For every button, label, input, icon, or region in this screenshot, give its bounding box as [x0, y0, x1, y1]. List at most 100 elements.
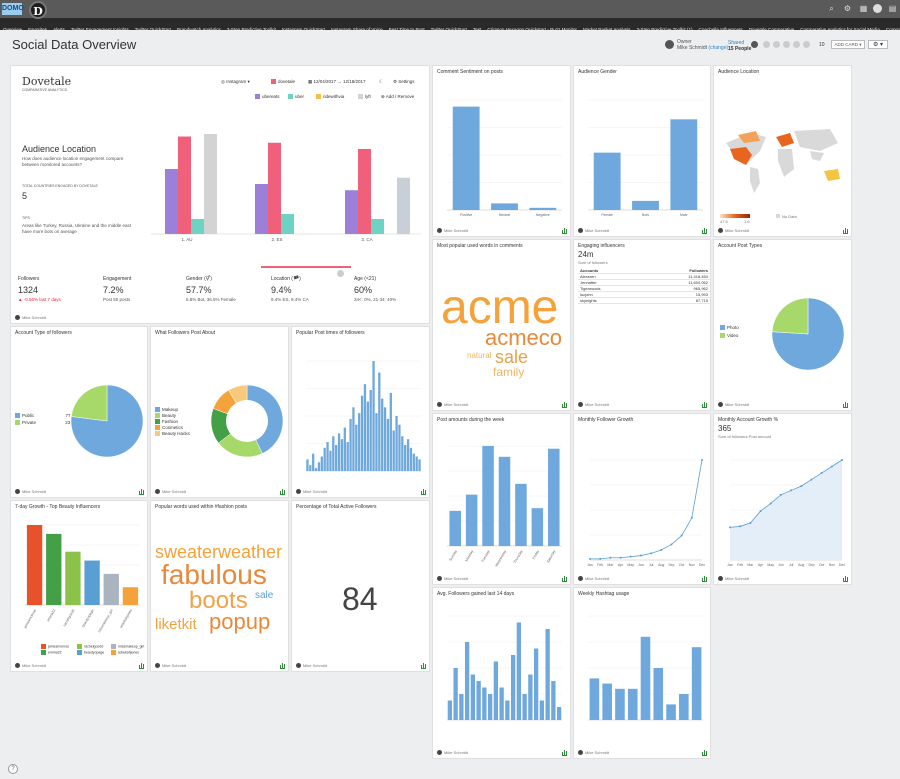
- card-sentiment[interactable]: Comment Sentiment on posts Positive Neutr…: [432, 65, 571, 237]
- checkbox-icon: [271, 79, 276, 85]
- card-post-types[interactable]: Account Post Types Photo Video Mike Schm…: [713, 239, 852, 411]
- bar: [378, 372, 381, 471]
- section-desc: How does audience location engagement co…: [22, 156, 124, 167]
- nav-tab[interactable]: Twitter Engagement Insights: [70, 27, 129, 30]
- card-monthly-growth[interactable]: Monthly Follower Growth Jan Feb Mar Apr May J…: [573, 413, 711, 585]
- chart-icon[interactable]: [421, 489, 426, 495]
- chart-icon[interactable]: [280, 663, 285, 669]
- nav-tab[interactable]: Alerts: [53, 27, 65, 30]
- nav-tab[interactable]: Best Time to Post: [388, 27, 425, 30]
- search-icon[interactable]: ⌕: [829, 4, 834, 13]
- compare-ubereats[interactable]: ubereats: [255, 94, 280, 100]
- stat-followers[interactable]: Followers 1324 ▲ -0.56% last 7 days: [18, 276, 61, 302]
- domo-logo[interactable]: DOMO: [2, 3, 24, 15]
- chart-icon[interactable]: [421, 663, 426, 669]
- table-row[interactable]: Tigerwoods 965,962: [578, 285, 710, 293]
- nav-tab[interactable]: Favorites: [28, 27, 48, 30]
- card-beauty[interactable]: 7-day Growth - Top Beauty Influencers ja…: [10, 500, 148, 672]
- share-avatar[interactable]: [783, 41, 790, 48]
- card-active[interactable]: Percentage of Total Active Followers 84 …: [291, 500, 430, 672]
- page-logo[interactable]: D: [29, 1, 47, 19]
- apps-icon[interactable]: ▦: [859, 4, 868, 13]
- table-row[interactable]: Alexsren 11,418,454: [578, 273, 710, 281]
- card-influencers[interactable]: Engaging influencers 24m Sum of follower…: [573, 239, 711, 411]
- nav-tab[interactable]: Overview: [3, 27, 23, 30]
- date-range[interactable]: ▦ 12/04/2017 → 12/18/2017: [308, 79, 366, 84]
- card-hashtag[interactable]: Weekly Hashtag usage Mike Schmidt: [573, 587, 711, 759]
- nav-tab[interactable]: Brandwatch Analytics: [177, 27, 221, 30]
- table-row[interactable]: Jennafter 11,600,062: [578, 279, 710, 287]
- card-post-amounts[interactable]: Post amounts during the week Sunday Monda…: [432, 413, 571, 585]
- nav-tab[interactable]: Instagram QuickStart: [281, 27, 326, 30]
- compare-lyft[interactable]: lyft: [358, 94, 371, 100]
- chart-icon[interactable]: [843, 402, 848, 408]
- share-avatar[interactable]: [793, 41, 800, 48]
- card-location[interactable]: Audience Location 47.6 1.6 No Data Mike …: [713, 65, 852, 237]
- tick-label: Feb: [737, 563, 743, 567]
- settings-button[interactable]: ⚙ Settings: [393, 79, 415, 84]
- nav-tab[interactable]: Crimson Hexagon Quickstart - Buzz Monito…: [487, 27, 577, 30]
- change-owner-link[interactable]: (change): [708, 45, 729, 51]
- share-avatar[interactable]: [763, 41, 770, 48]
- nav-tab[interactable]: Twitter QuickStart: [430, 27, 467, 30]
- chart-icon[interactable]: [562, 750, 567, 756]
- stat-gender[interactable]: Gender (⚥) 57.7% 5.8% Bot, 36.5% Female: [186, 276, 236, 302]
- stat-age[interactable]: Age (<21) 60% 34<: 0%, 21-34: 40%: [354, 276, 397, 302]
- chart-icon[interactable]: [702, 228, 707, 234]
- table-row[interactable]: skyeights 87,715: [578, 297, 710, 305]
- stat-location[interactable]: Location (🏴) 9.4% 9.4% ES, 9.4% CA: [271, 276, 309, 302]
- card-monthly-pct[interactable]: Monthly Account Growth % 365 Sum of foll…: [713, 413, 852, 585]
- chart-icon[interactable]: [562, 402, 567, 408]
- share-avatar[interactable]: [773, 41, 780, 48]
- chart-icon[interactable]: [843, 228, 848, 234]
- card-account-type[interactable]: Account Type of followers Public 77 Priv…: [10, 326, 148, 498]
- card-fashion-words[interactable]: Popular words used within #fashion posts…: [150, 500, 289, 672]
- chart-icon[interactable]: [843, 576, 848, 582]
- nav-tab[interactable]: Market Basket Analysis: [582, 27, 631, 30]
- nav-tab[interactable]: Twitter QuickStart: [134, 27, 172, 30]
- platform-select[interactable]: ◎ Instagram ▾: [221, 79, 250, 84]
- nav-tab[interactable]: Comparative Analytics for Social Media (…: [885, 27, 900, 30]
- nav-tab[interactable]: Coachella Influencers: [698, 27, 743, 30]
- card-avg-followers[interactable]: Avg. Followers gained last 14 days Mike …: [432, 587, 571, 759]
- page-settings-button[interactable]: ⚙ ▾: [868, 40, 888, 49]
- add-remove-button[interactable]: ⊕ Add / Remove: [381, 94, 415, 99]
- moon-icon[interactable]: ☾: [379, 79, 384, 85]
- account-chip[interactable]: dovetale: [271, 79, 295, 85]
- chart-icon[interactable]: [139, 489, 144, 495]
- nav-tab[interactable]: 3-Step Predictive Toolkit: [226, 27, 276, 30]
- legend-item: Public 77: [15, 413, 71, 419]
- nav-tab[interactable]: 3-Step Predictive Toolkit (1): [636, 27, 693, 30]
- toggle-icon[interactable]: [337, 270, 344, 277]
- nav-tab[interactable]: Instagram Share of Voice: [331, 27, 383, 30]
- shared-info[interactable]: Shared 15 People: [728, 40, 751, 52]
- stat-engagement[interactable]: Engagement 7.2% Post 50 posts: [103, 276, 132, 302]
- card-gender[interactable]: Audience Gender Female Bots Male Mike Schm…: [573, 65, 711, 237]
- gear-icon[interactable]: ⚙: [843, 4, 852, 13]
- chat-icon[interactable]: ▤: [888, 4, 897, 13]
- share-avatar[interactable]: [751, 41, 758, 48]
- share-count[interactable]: 10: [819, 42, 825, 48]
- card-words[interactable]: Most popular used words in comments acme…: [432, 239, 571, 411]
- chart-icon[interactable]: [702, 750, 707, 756]
- chart-icon[interactable]: [562, 576, 567, 582]
- chart-icon[interactable]: [702, 576, 707, 582]
- avatar[interactable]: [873, 4, 882, 13]
- help-button[interactable]: ?: [8, 764, 18, 774]
- nav-tab[interactable]: Comparative Analytics for Social Media: [800, 27, 880, 30]
- countries-value: 5: [22, 191, 28, 201]
- share-avatar[interactable]: [803, 41, 810, 48]
- nav-tab[interactable]: Dovetale Comparative: [748, 27, 795, 30]
- chart-icon[interactable]: [139, 663, 144, 669]
- add-card-button[interactable]: ADD CARD ▾: [831, 40, 865, 49]
- chart-icon[interactable]: [562, 228, 567, 234]
- card-owner: Mike Schmidt: [444, 402, 469, 407]
- compare-uber[interactable]: uber: [288, 94, 304, 100]
- chart-icon[interactable]: [280, 489, 285, 495]
- card-post-times[interactable]: Popular Post times of followers Mike Sch…: [291, 326, 430, 498]
- table-row[interactable]: lucjohn 15,993: [578, 291, 710, 299]
- nav-tab[interactable]: Test: [472, 27, 482, 30]
- chart-icon[interactable]: [702, 402, 707, 408]
- compare-ridewithvia[interactable]: ridewithvia: [316, 94, 344, 100]
- card-followers-about[interactable]: What Followers Post About Makeup Beauty …: [150, 326, 289, 498]
